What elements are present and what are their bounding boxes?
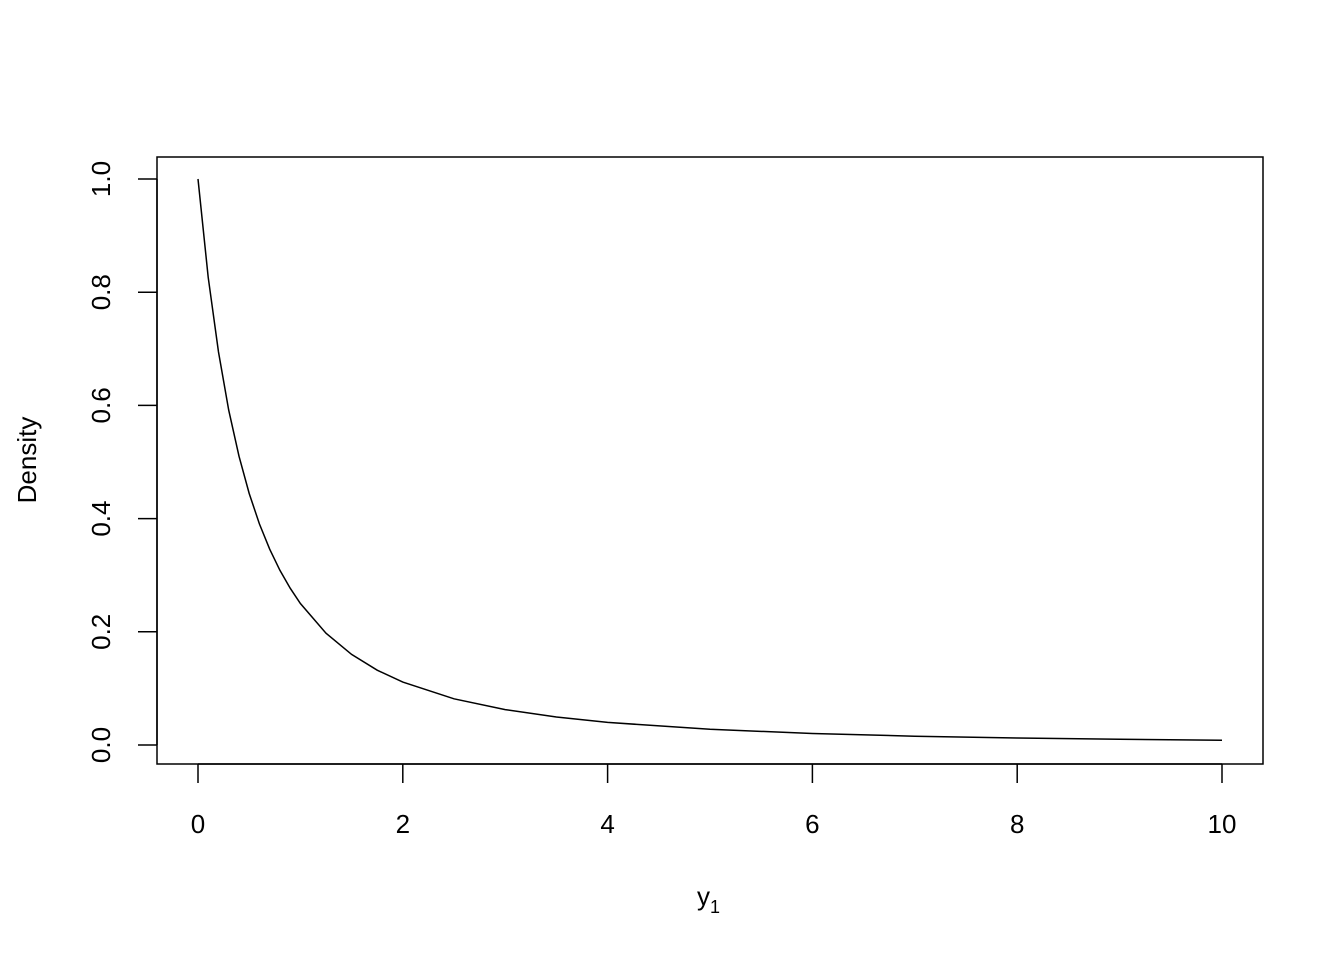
y-tick-label: 0.6 [86,387,116,423]
y-tick-label: 0.8 [86,274,116,310]
x-tick-label: 2 [396,809,410,839]
y-tick-label: 0.0 [86,727,116,763]
x-tick-label: 10 [1208,809,1237,839]
x-tick-label: 0 [191,809,205,839]
y-tick-label: 0.4 [86,501,116,537]
x-axis: 0 2 4 6 8 10 [191,763,1237,839]
x-axis-label: y1 [697,881,720,917]
x-tick-label: 4 [600,809,614,839]
y-tick-label: 0.2 [86,614,116,650]
y-axis-label: Density [12,417,42,504]
plot-box [156,156,1264,765]
x-tick-label: 8 [1010,809,1024,839]
y-tick-label: 1.0 [86,161,116,197]
density-curve [197,178,1223,742]
x-tick-label: 6 [805,809,819,839]
y-axis: 0.0 0.2 0.4 0.6 0.8 1.0 [86,161,158,763]
